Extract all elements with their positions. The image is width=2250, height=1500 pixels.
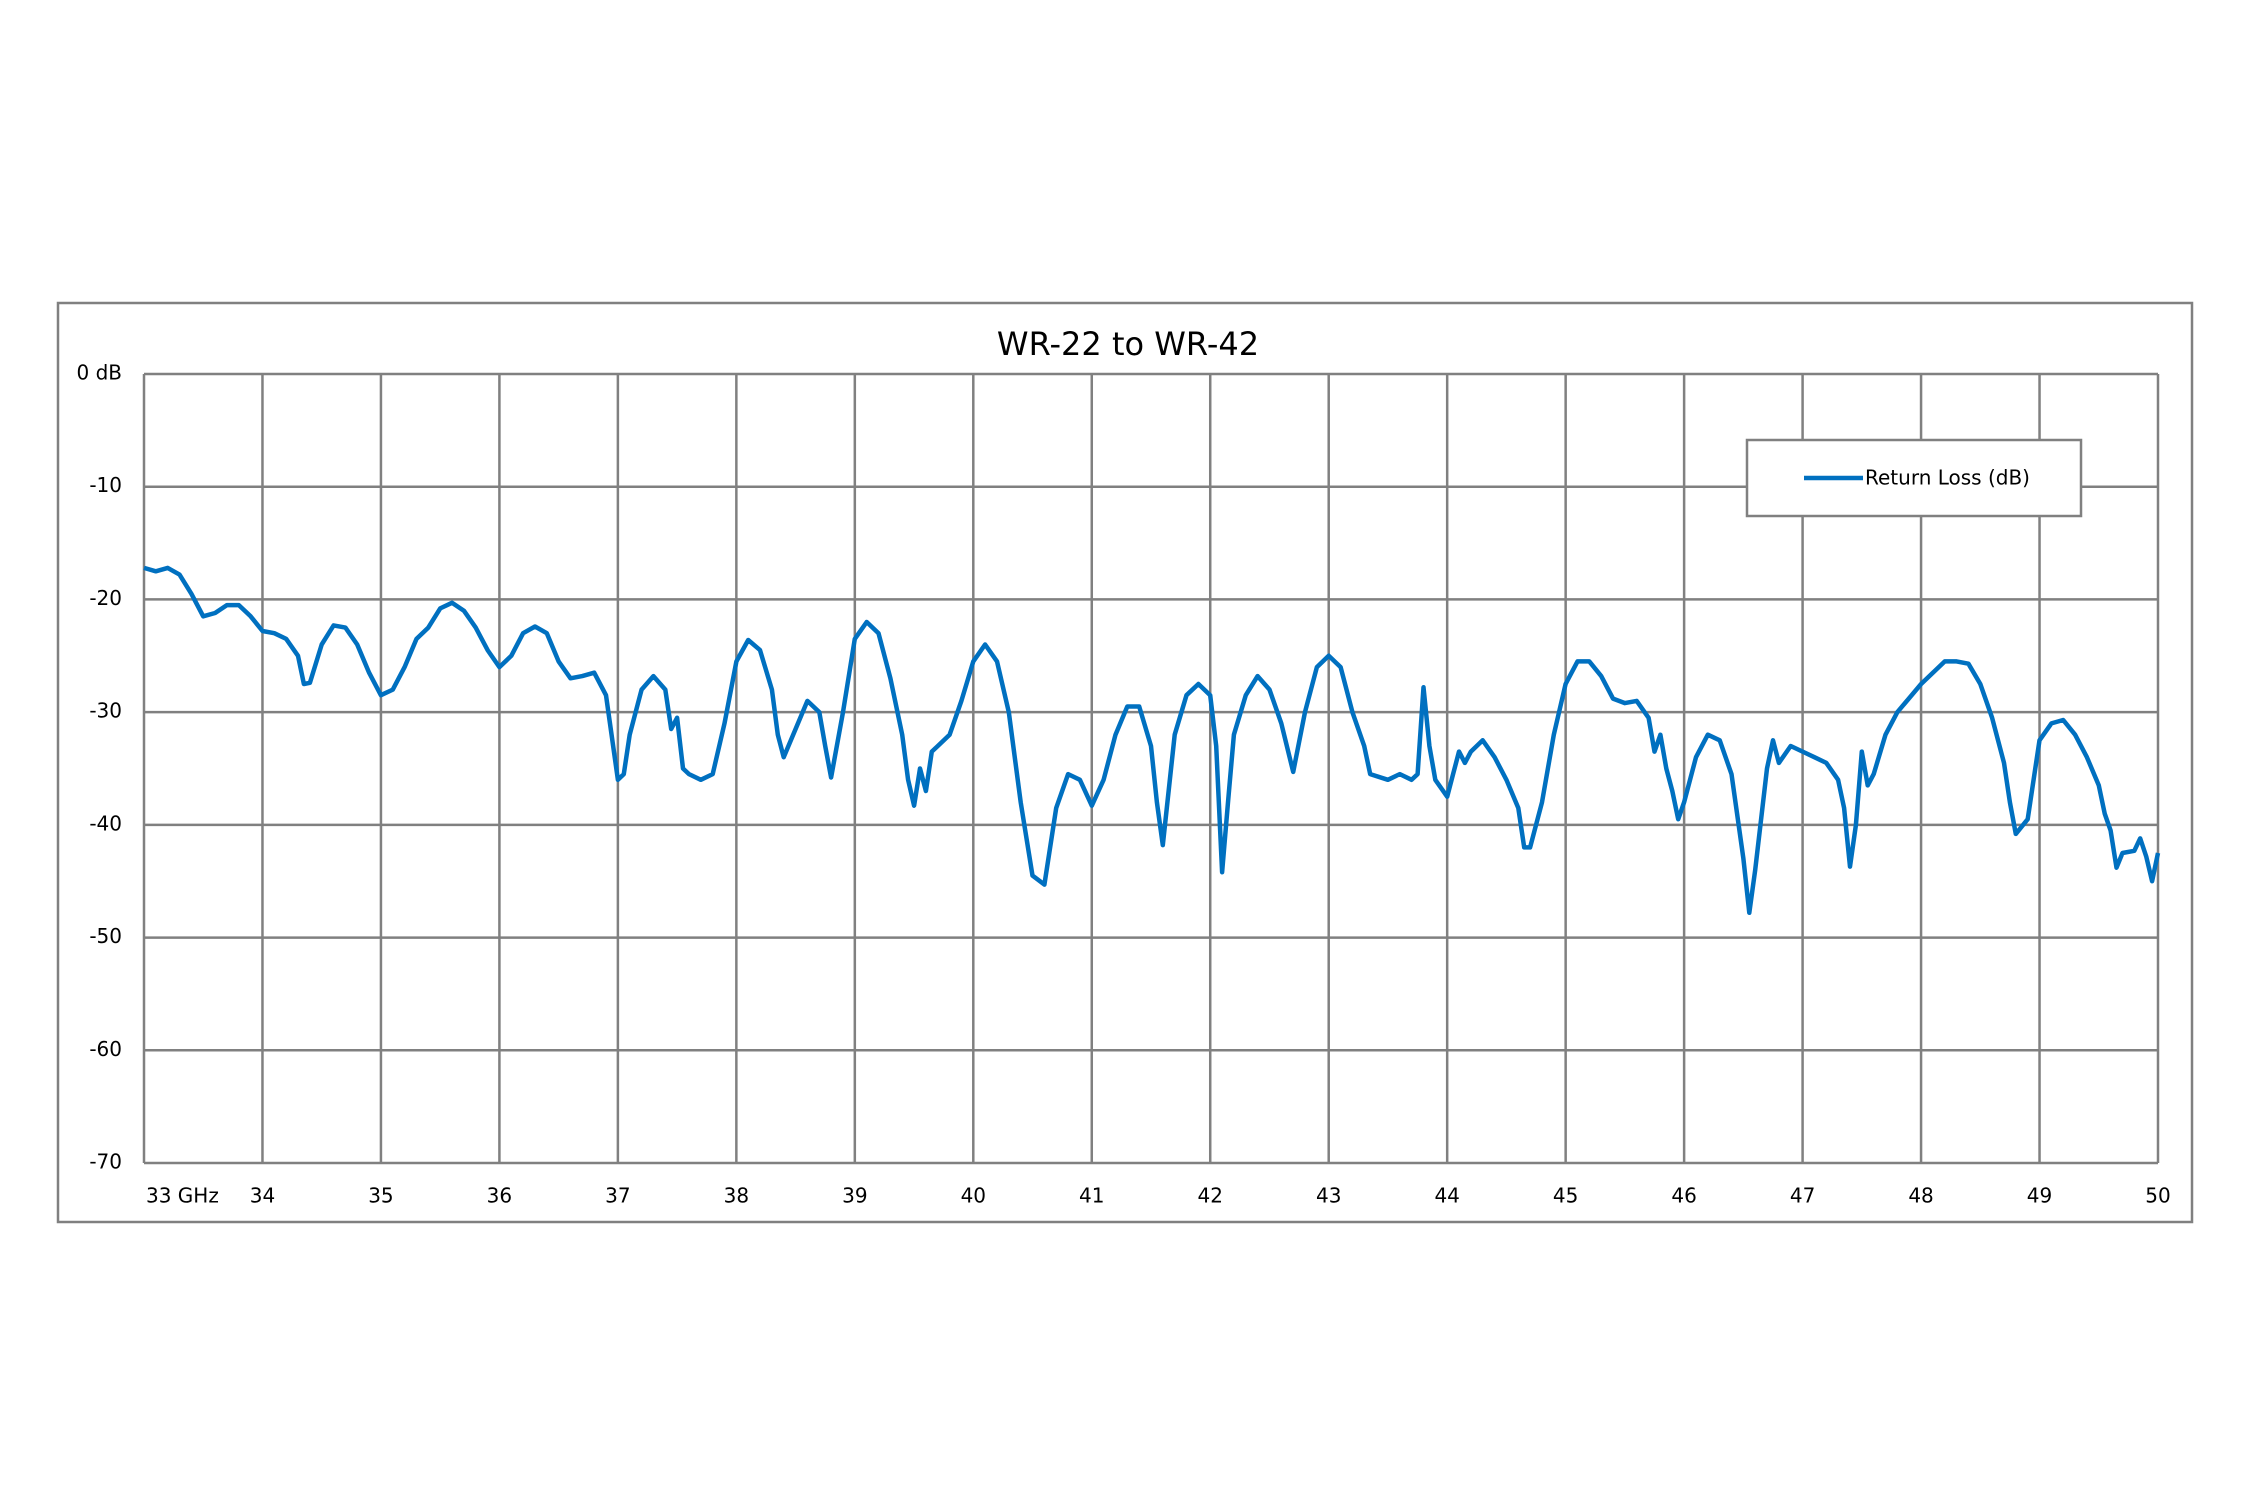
legend-label: Return Loss (dB) (1865, 466, 2030, 490)
x-tick-label: 38 (724, 1184, 749, 1208)
y-tick-label: -70 (89, 1150, 122, 1174)
y-tick-label: -50 (89, 924, 122, 948)
legend-box (1745, 438, 2083, 518)
x-tick-label: 34 (250, 1184, 275, 1208)
x-tick-label: 37 (605, 1184, 630, 1208)
x-tick-label: 46 (1671, 1184, 1696, 1208)
x-tick-label: 47 (1790, 1184, 1815, 1208)
y-tick-label: -40 (89, 811, 122, 835)
x-tick-label: 39 (842, 1184, 867, 1208)
chart-title: WR-22 to WR-42 (997, 325, 1259, 363)
x-tick-label: 43 (1316, 1184, 1341, 1208)
x-tick-label: 36 (487, 1184, 512, 1208)
y-tick-label: 0 dB (77, 361, 123, 385)
x-tick-label: 50 (2145, 1184, 2170, 1208)
x-tick-label: 35 (368, 1184, 393, 1208)
x-tick-label: 40 (961, 1184, 986, 1208)
x-tick-label: 44 (1434, 1184, 1459, 1208)
y-tick-label: -10 (89, 473, 122, 497)
y-tick-label: -30 (89, 699, 122, 723)
y-tick-label: -60 (89, 1037, 122, 1061)
x-tick-label: 33 GHz (146, 1184, 219, 1208)
x-tick-label: 42 (1198, 1184, 1223, 1208)
x-tick-label: 48 (1908, 1184, 1933, 1208)
x-tick-label: 49 (2027, 1184, 2052, 1208)
x-tick-label: 45 (1553, 1184, 1578, 1208)
y-tick-label: -20 (89, 586, 122, 610)
data-line (143, 565, 2161, 916)
x-tick-label: 41 (1079, 1184, 1104, 1208)
